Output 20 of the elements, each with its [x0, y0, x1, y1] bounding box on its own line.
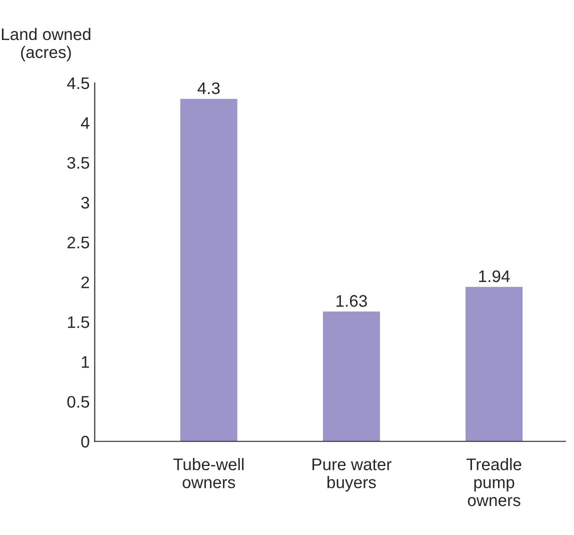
- y-tick-label: 1: [82, 356, 90, 368]
- data-label: 4.3: [198, 82, 220, 94]
- y-tick-label: 1.5: [68, 316, 90, 328]
- bar: [322, 312, 380, 442]
- y-tick-label: 3.5: [67, 156, 90, 169]
- x-tick-label: Tube-well owners: [173, 458, 244, 488]
- y-tick-label: 0: [81, 436, 90, 448]
- y-tick-label: 3: [81, 196, 90, 209]
- data-label: 1.94: [479, 270, 510, 282]
- y-axis-title: Land owned (acres): [2, 28, 90, 62]
- y-tick-label: 2: [81, 276, 90, 288]
- y-tick-label: 2.5: [68, 236, 90, 248]
- bar: [180, 98, 238, 442]
- y-tick-label: 0.5: [67, 396, 90, 408]
- x-tick-label: Pure water buyers: [312, 458, 392, 492]
- bar: [466, 286, 523, 442]
- y-tick-label: 4: [80, 117, 90, 129]
- x-tick-label: Treadle pump owners: [466, 458, 522, 506]
- y-tick-label: 4.5: [67, 78, 90, 90]
- data-label: 1.63: [336, 295, 367, 307]
